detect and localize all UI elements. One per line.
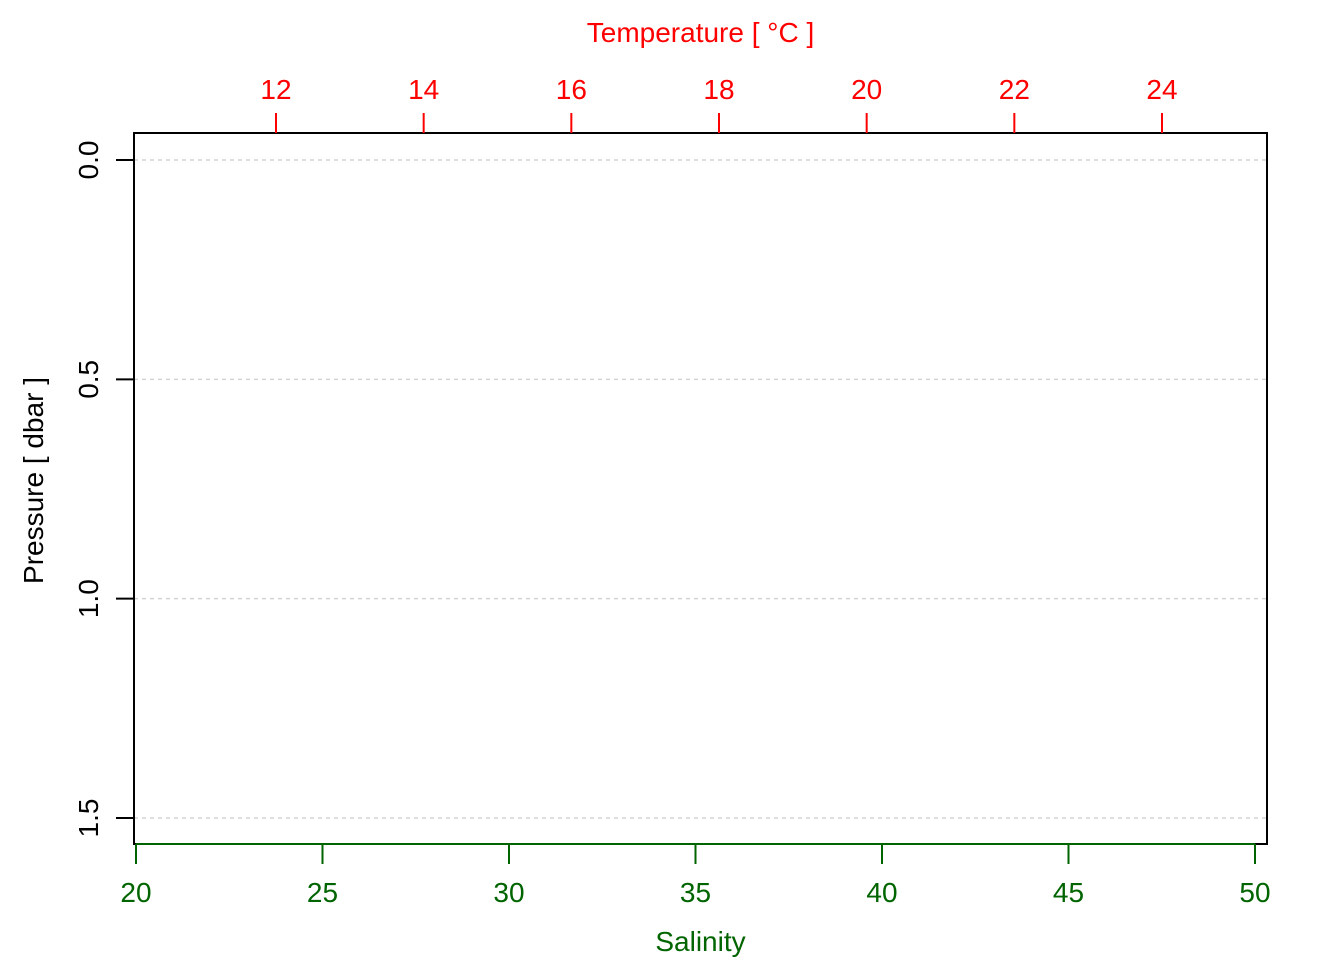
pressure-tick-label-0: 0.0 (73, 141, 104, 180)
temperature-tick-label-4: 20 (851, 74, 882, 105)
grid-lines (134, 159, 1267, 819)
salinity-tick-label-6: 50 (1239, 877, 1270, 908)
temperature-axis: 12 14 16 18 20 22 24 (260, 74, 1178, 133)
temperature-tick-label-3: 18 (703, 74, 734, 105)
salinity-tick-label-3: 35 (680, 877, 711, 908)
salinity-tick-label-5: 45 (1053, 877, 1084, 908)
temperature-tick-label-6: 24 (1146, 74, 1177, 105)
pressure-axis-title: Pressure [ dbar ] (18, 377, 49, 584)
temperature-tick-label-1: 14 (408, 74, 439, 105)
pressure-axis: 0.0 0.5 1.0 1.5 (73, 141, 135, 838)
salinity-tick-label-0: 20 (120, 877, 151, 908)
temperature-axis-title: Temperature [ °C ] (587, 17, 815, 48)
temperature-tick-label-0: 12 (260, 74, 291, 105)
salinity-axis-title: Salinity (655, 926, 745, 957)
salinity-tick-label-4: 40 (866, 877, 897, 908)
salinity-axis: 20 25 30 35 40 45 50 (120, 843, 1271, 908)
pressure-tick-label-2: 1.0 (73, 579, 104, 618)
salinity-tick-label-2: 30 (493, 877, 524, 908)
pressure-tick-label-3: 1.5 (73, 799, 104, 838)
plot-frame (133, 132, 1268, 845)
temperature-tick-label-5: 22 (999, 74, 1030, 105)
salinity-tick-label-1: 25 (307, 877, 338, 908)
temperature-tick-label-2: 16 (556, 74, 587, 105)
pressure-tick-label-1: 0.5 (73, 360, 104, 399)
